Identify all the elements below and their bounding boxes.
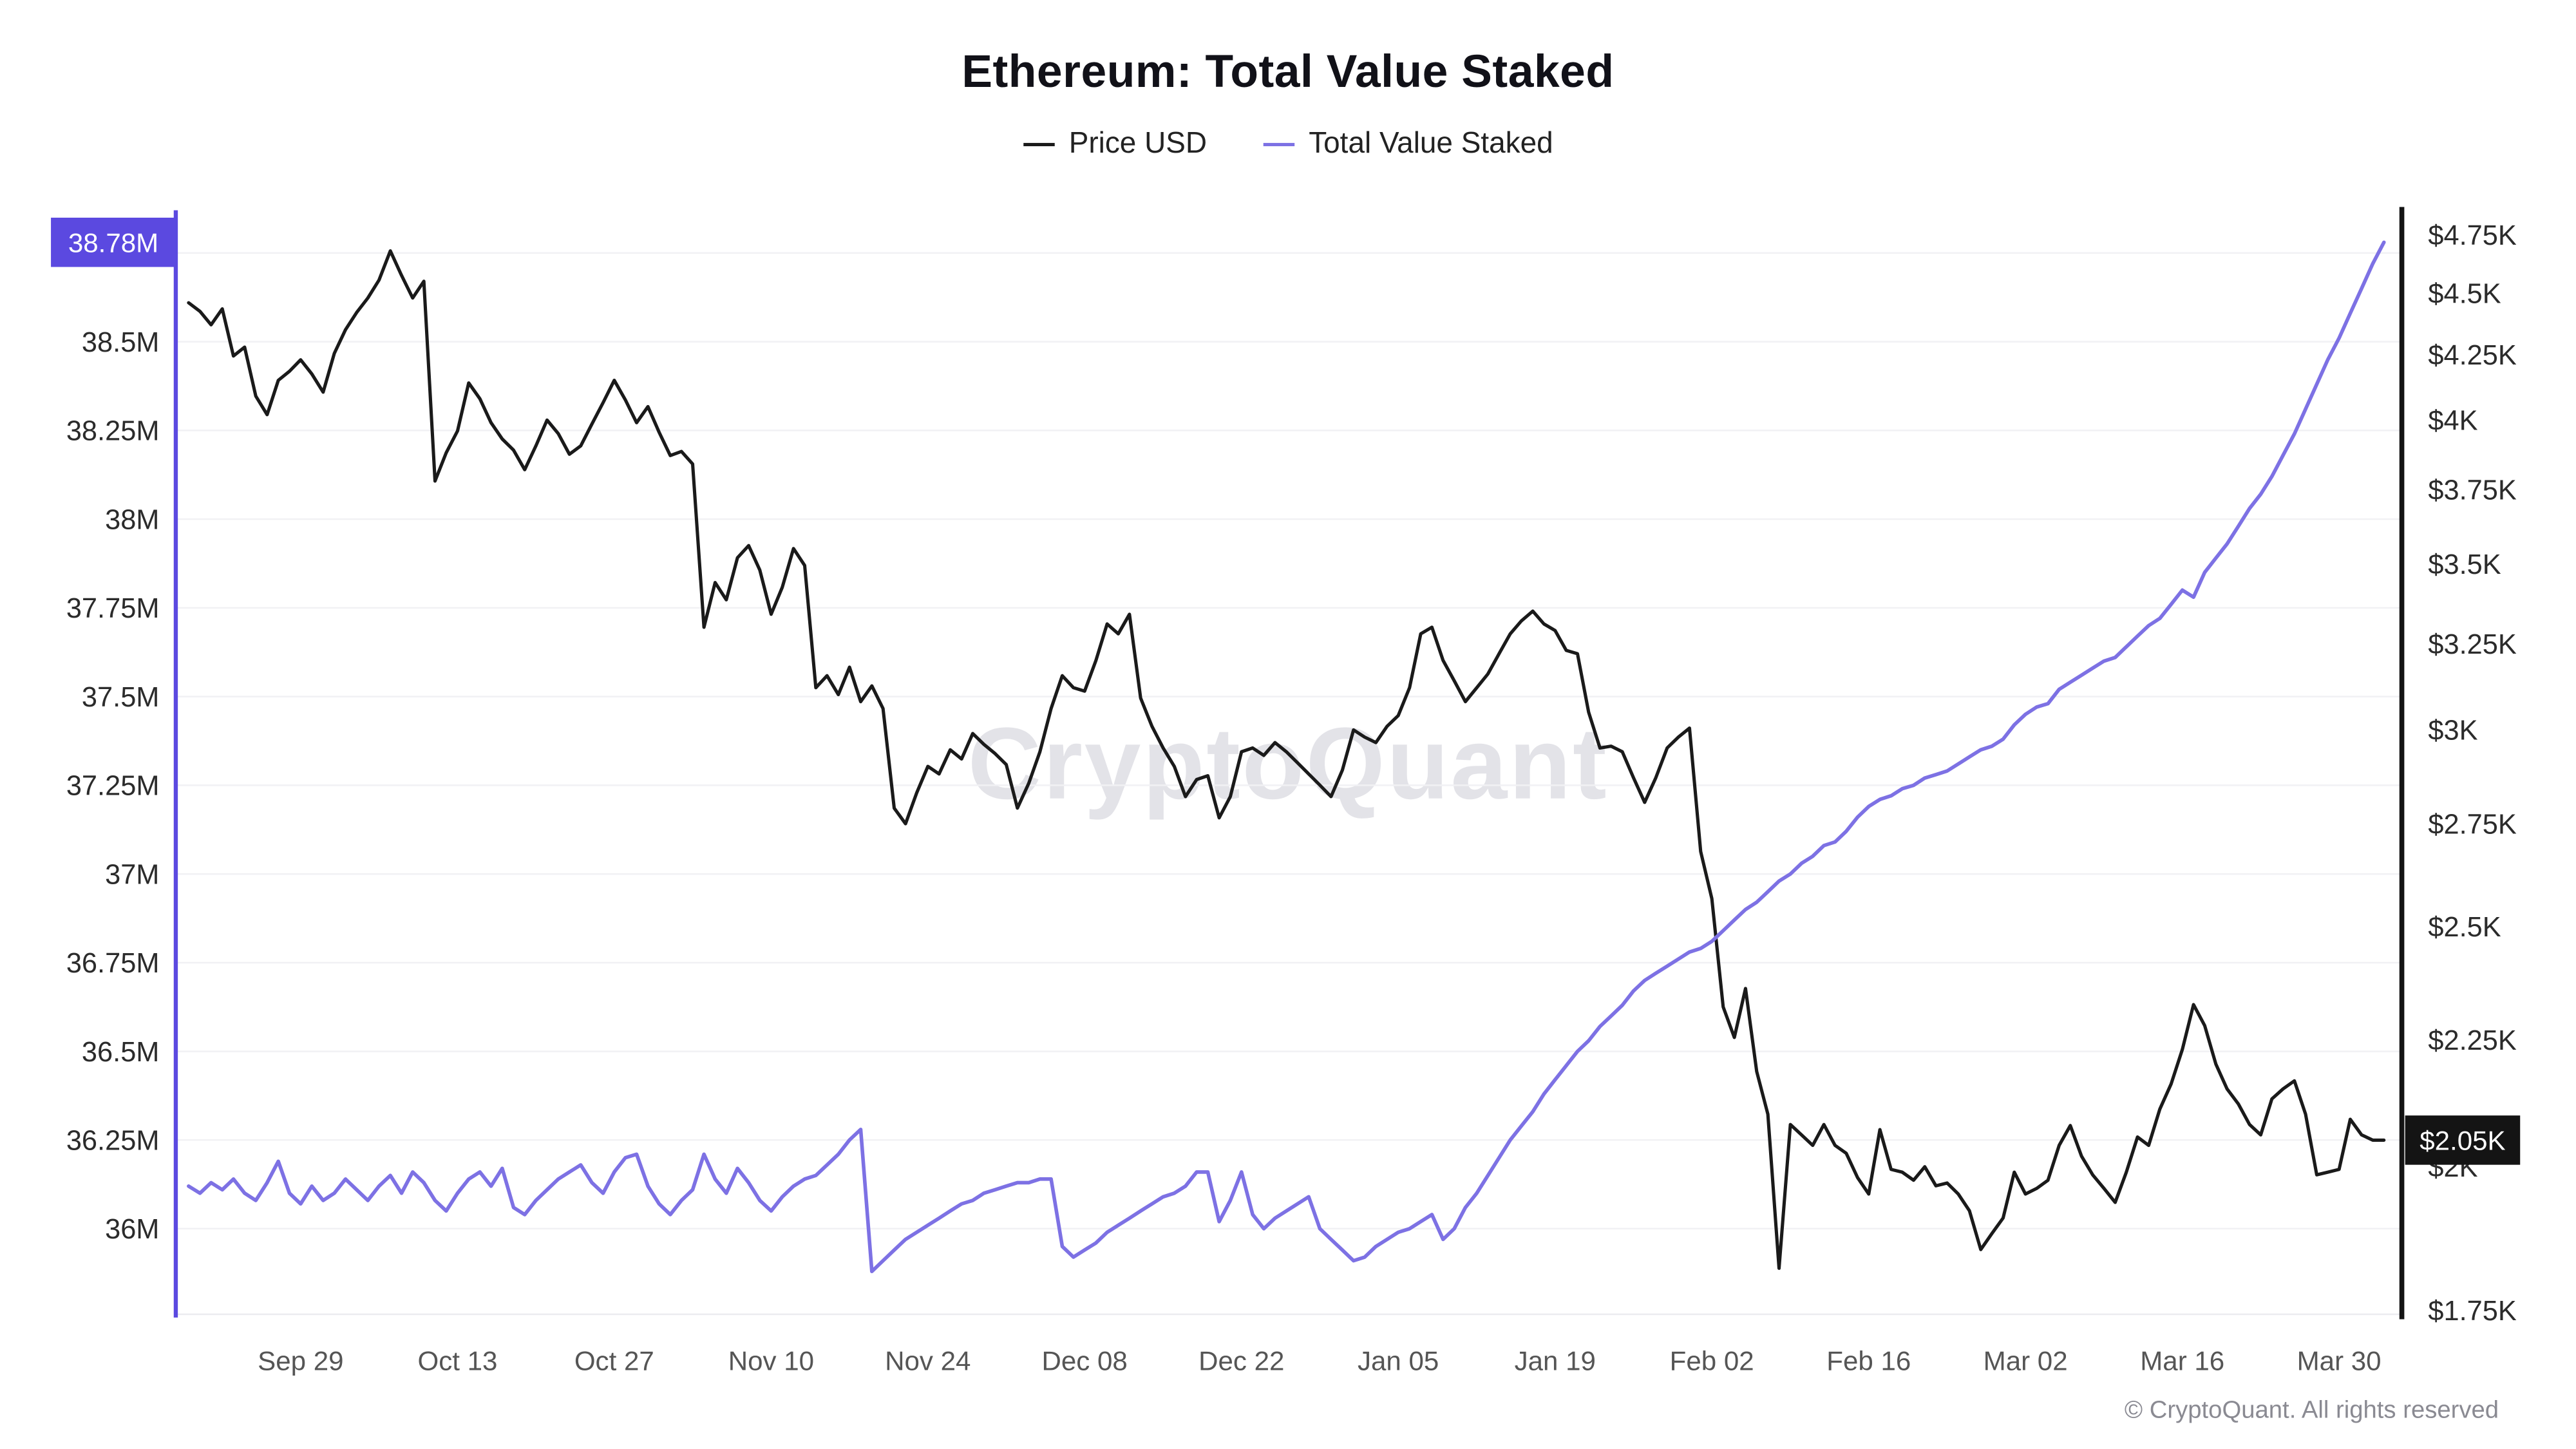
x-axis-tick: Nov 24 (885, 1346, 971, 1376)
left-axis-tick: 38M (105, 504, 159, 535)
left-axis-badge-label: 38.78M (68, 228, 158, 258)
right-axis-tick: $4.75K (2428, 220, 2517, 251)
legend-item-price-usd[interactable]: Price USD (1023, 126, 1207, 161)
x-axis-tick: Nov 10 (728, 1346, 814, 1376)
x-axis-tick: Feb 16 (1826, 1346, 1911, 1376)
x-axis-tick: Mar 02 (1984, 1346, 2068, 1376)
legend-label-total-value-staked: Total Value Staked (1309, 126, 1553, 160)
right-axis-tick: $3.5K (2428, 549, 2501, 580)
left-axis-tick: 37.75M (66, 593, 160, 624)
right-axis-tick: $4.5K (2428, 278, 2501, 309)
left-axis-tick: 36.75M (66, 948, 160, 979)
right-axis-tick: $4.25K (2428, 340, 2517, 371)
left-axis-tick: 37.25M (66, 771, 160, 802)
legend-label-price-usd: Price USD (1068, 126, 1208, 160)
x-axis-tick: Jan 19 (1515, 1346, 1596, 1376)
right-axis-tick: $2.25K (2428, 1025, 2517, 1056)
left-axis-tick: 38.5M (82, 327, 160, 358)
left-axis-tick: 36M (105, 1214, 159, 1245)
x-axis-tick: Dec 08 (1042, 1346, 1128, 1376)
right-axis-tick: $4K (2428, 406, 2477, 437)
left-axis-tick: 37M (105, 859, 159, 890)
right-axis-badge (2405, 1115, 2521, 1165)
x-axis-tick: Oct 27 (574, 1346, 654, 1376)
total-value-staked-line-icon (1262, 142, 1294, 146)
right-axis-tick: $3.25K (2428, 629, 2517, 660)
left-axis-tick: 37.5M (82, 682, 160, 713)
right-axis-badge-label: $2.05K (2420, 1126, 2505, 1156)
price-usd-line-icon (1023, 142, 1054, 146)
x-axis-tick: Mar 30 (2297, 1346, 2382, 1376)
chart-legend: Price USD Total Value Staked (0, 126, 2576, 161)
right-axis-tick: $2.75K (2428, 809, 2517, 840)
left-axis-tick: 36.5M (82, 1037, 160, 1068)
right-axis-tick: $3.75K (2428, 475, 2517, 506)
chart-title: Ethereum: Total Value Staked (961, 46, 1615, 97)
x-axis-tick: Mar 16 (2140, 1346, 2224, 1376)
left-axis-tick: 38.25M (66, 416, 160, 447)
x-axis-tick: Sep 29 (258, 1346, 343, 1376)
left-axis-tick: 36.25M (66, 1125, 160, 1156)
x-axis-tick: Dec 22 (1198, 1346, 1284, 1376)
left-axis-badge (51, 218, 176, 267)
right-axis-tick: $1.75K (2428, 1296, 2517, 1327)
price-usd-line[interactable] (187, 249, 2386, 1270)
x-axis-tick: Feb 02 (1670, 1346, 1754, 1376)
x-axis-tick: Oct 13 (417, 1346, 497, 1376)
legend-item-total-value-staked[interactable]: Total Value Staked (1262, 126, 1553, 161)
right-axis-tick: $3K (2428, 715, 2477, 746)
x-axis-tick: Jan 05 (1358, 1346, 1439, 1376)
copyright-notice: © CryptoQuant. All rights reserved (2124, 1396, 2499, 1425)
right-axis-tick: $2.5K (2428, 912, 2501, 943)
total-value-staked-line[interactable] (187, 240, 2386, 1274)
